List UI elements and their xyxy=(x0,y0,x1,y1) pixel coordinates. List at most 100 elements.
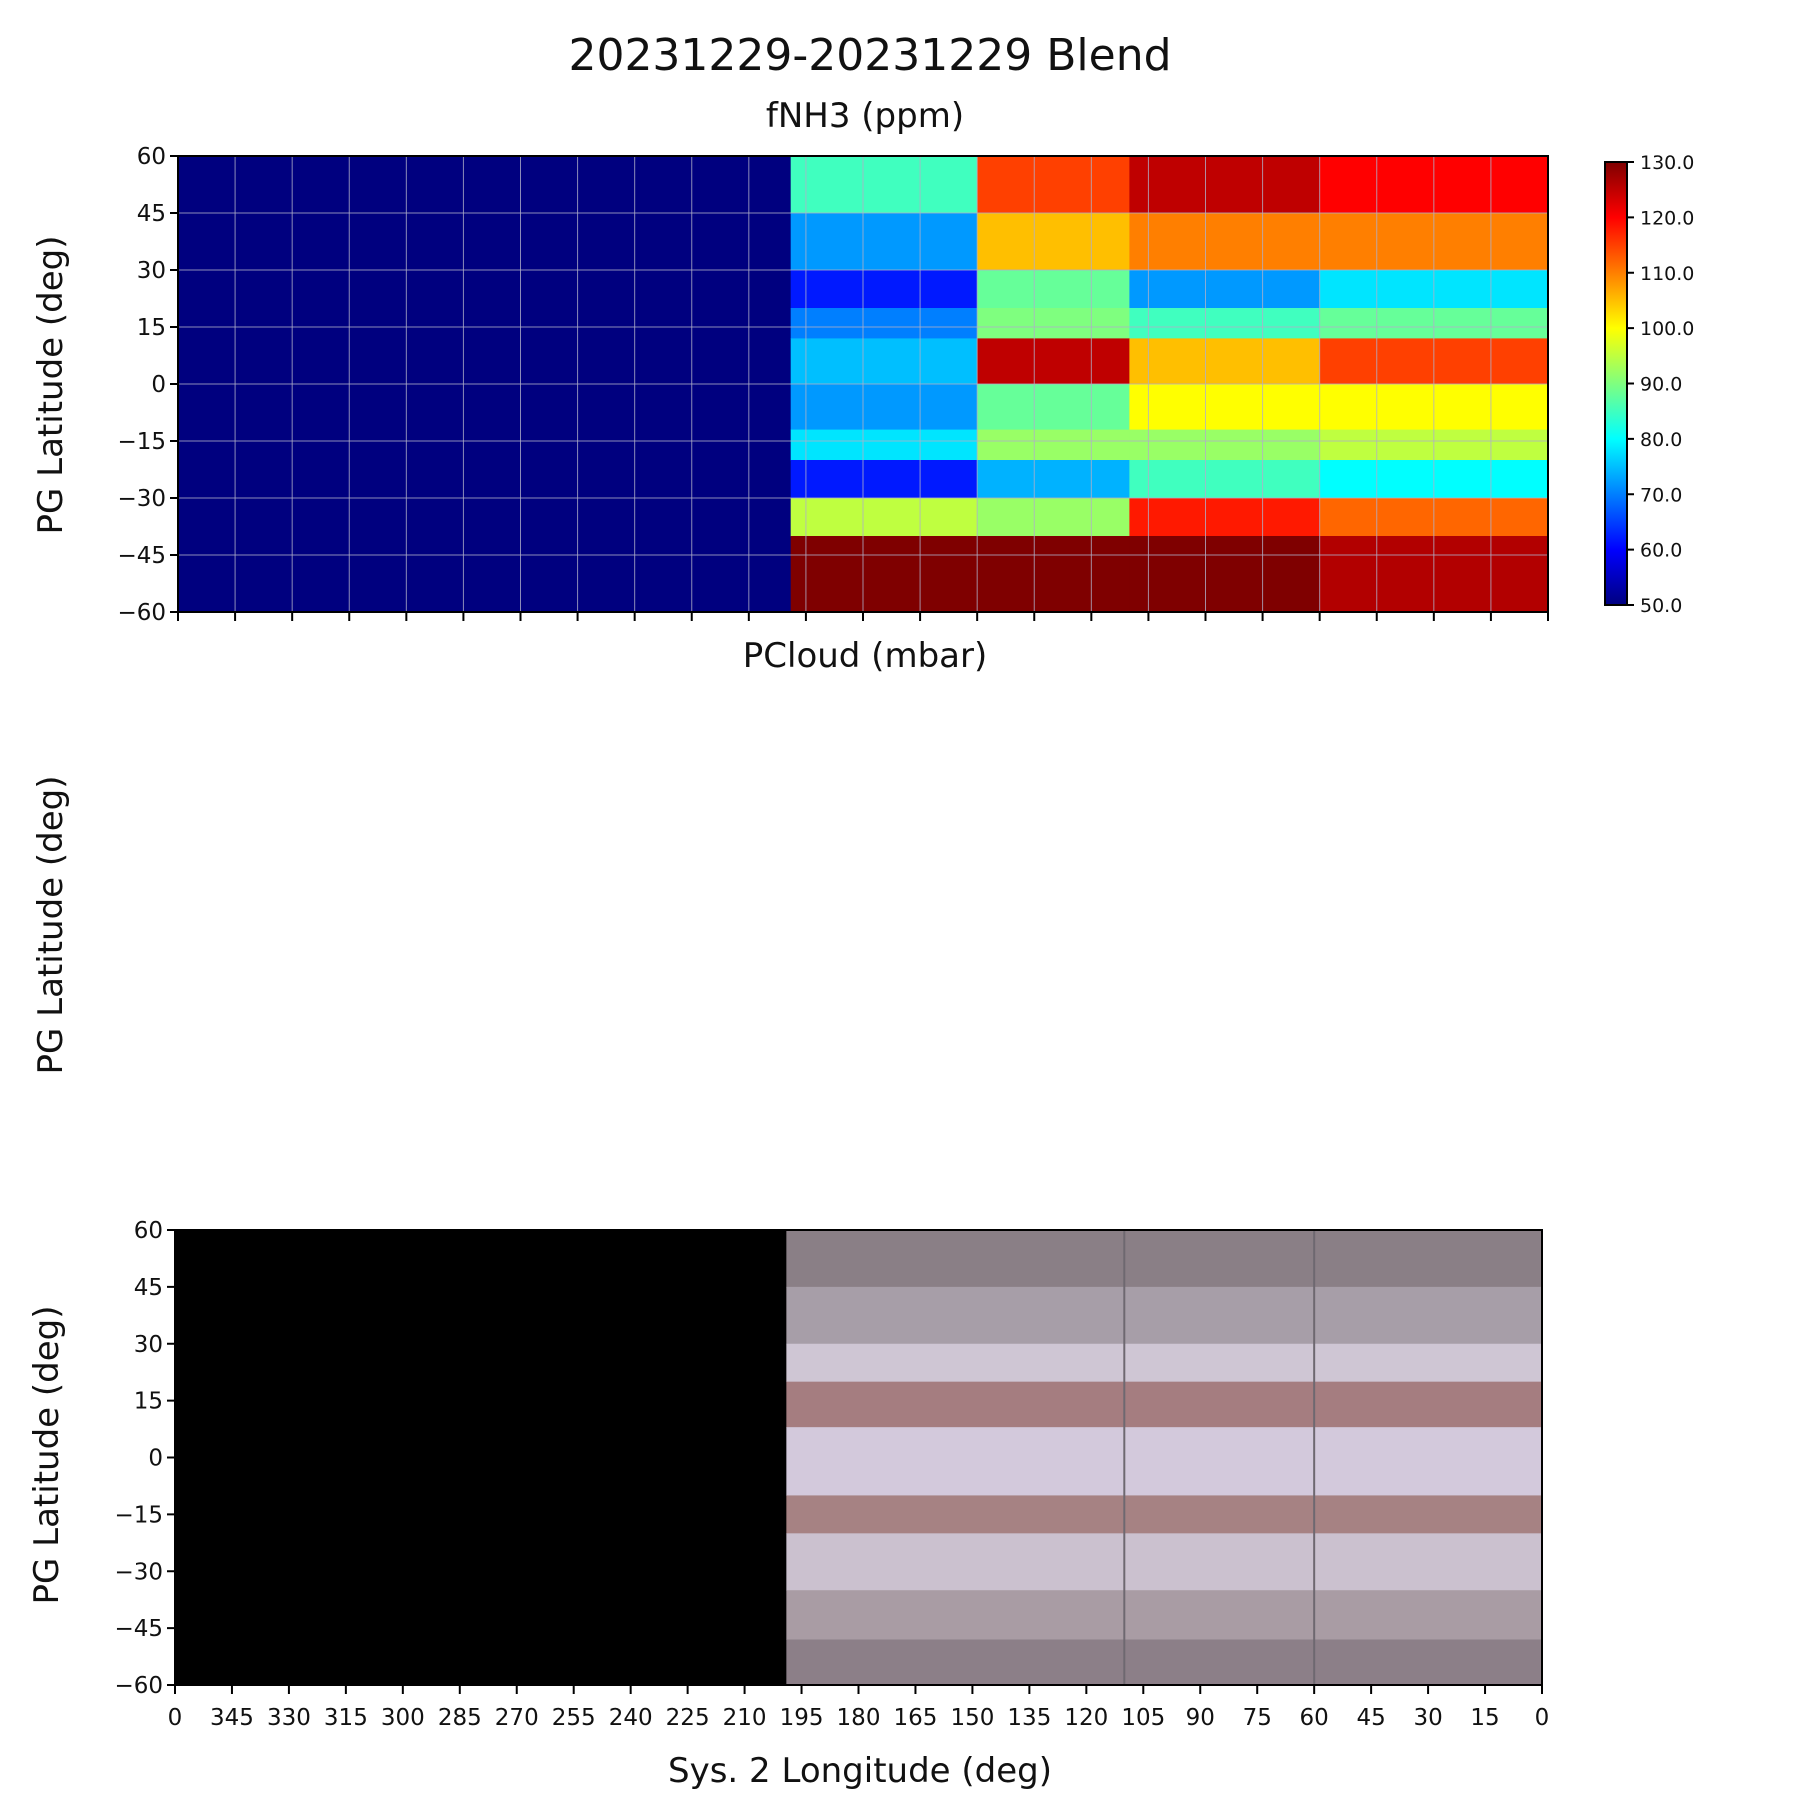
heatmap-cell xyxy=(791,270,978,309)
plot-area xyxy=(178,156,1549,613)
x-tick-label: 45 xyxy=(1356,1705,1385,1731)
heatmap-cell xyxy=(786,1533,1124,1590)
colorbar-gradient xyxy=(1605,162,1627,605)
x-tick-label: 285 xyxy=(438,1705,482,1731)
figure-title: 20231229-20231229 Blend xyxy=(568,30,1171,81)
y-tick-label: 0 xyxy=(148,1446,163,1472)
heatmap-cell xyxy=(1314,1382,1542,1428)
heatmap-cell xyxy=(786,1230,1124,1287)
colorbar-tick-label: 100.0 xyxy=(1640,318,1694,340)
panel-fnh3: fNH3 (ppm) PG Latitude (deg) 60 45 30 15 0 −1… xyxy=(31,96,1694,626)
panel-title: fNH3 (ppm) xyxy=(766,96,964,136)
heatmap-cell xyxy=(1314,1287,1542,1344)
heatmap-cell xyxy=(1124,1344,1314,1382)
heatmap-cell xyxy=(786,1382,1124,1428)
x-tick-label: 225 xyxy=(666,1705,710,1731)
y-tick-label: 15 xyxy=(134,1389,163,1415)
x-tick-label: 30 xyxy=(1413,1705,1442,1731)
y-tick-label: −30 xyxy=(114,1559,163,1585)
heatmap-cell xyxy=(1314,1533,1542,1590)
heatmap-cell xyxy=(1124,1287,1314,1344)
colorbar-tick-label: 110.0 xyxy=(1640,263,1694,285)
colorbar-tick-label: 70.0 xyxy=(1640,484,1682,506)
heatmap-cell xyxy=(1124,1495,1314,1533)
y-axis-label: PG Latitude (deg) xyxy=(31,775,71,1074)
heatmap-cell xyxy=(1129,430,1320,461)
y-tick-label: 60 xyxy=(134,1218,163,1244)
y-tick-label: −60 xyxy=(117,600,166,626)
heatmap-cell xyxy=(1129,498,1320,537)
colorbar-tick-label: 120.0 xyxy=(1640,207,1694,229)
panel-image: PG Latitude (deg) xyxy=(27,1305,67,1604)
x-tick-label: 90 xyxy=(1186,1705,1215,1731)
heatmap-cell xyxy=(1314,1344,1542,1382)
colorbar-tick-label: 50.0 xyxy=(1640,595,1682,617)
heatmap-cell xyxy=(977,536,1130,613)
y-tick-label: 45 xyxy=(137,201,166,227)
heatmap-cell xyxy=(1129,338,1320,384)
y-tick-label: 30 xyxy=(137,258,166,284)
heatmap-cell xyxy=(791,430,978,461)
heatmap-cell xyxy=(791,156,978,214)
x-axis-label: Sys. 2 Longitude (deg) xyxy=(668,1751,1052,1791)
x-tick-label: 135 xyxy=(1007,1705,1051,1731)
heatmap-cell xyxy=(1124,1533,1314,1590)
heatmap-cell xyxy=(1129,213,1320,271)
x-tick-label: 0 xyxy=(1535,1705,1550,1731)
y-tick-label: 45 xyxy=(134,1275,163,1301)
x-tick-label: 195 xyxy=(780,1705,824,1731)
x-tick-label: 300 xyxy=(381,1705,425,1731)
heatmap-cell xyxy=(791,384,978,430)
heatmap-cell xyxy=(786,1287,1124,1344)
heatmap-cell xyxy=(1129,536,1320,613)
heatmap-cell xyxy=(791,308,978,339)
x-tick-label: 60 xyxy=(1300,1705,1329,1731)
colorbar-tick-label: 130.0 xyxy=(1640,152,1694,174)
x-tick-label: 120 xyxy=(1064,1705,1108,1731)
heatmap-cell xyxy=(1129,384,1320,430)
x-tick-label: 165 xyxy=(894,1705,938,1731)
heatmap-cell xyxy=(977,270,1130,309)
x-tick-label: 270 xyxy=(495,1705,539,1731)
x-tick-label: 345 xyxy=(210,1705,254,1731)
heatmap-cell xyxy=(1124,1640,1314,1686)
y-tick-label: −45 xyxy=(117,543,166,569)
panel-pcloud: PCloud (mbar) PG Latitude (deg) 60453015… xyxy=(31,636,1549,1731)
y-tick-label: −45 xyxy=(114,1616,163,1642)
heatmap-cell xyxy=(1314,1495,1542,1533)
y-tick-label: −15 xyxy=(114,1502,163,1528)
y-axis-label: PG Latitude (deg) xyxy=(27,1305,67,1604)
heatmap-cell xyxy=(786,1427,1124,1496)
heatmap-cell xyxy=(1129,308,1320,339)
heatmap-cell xyxy=(977,430,1130,461)
heatmap-cell xyxy=(1314,1427,1542,1496)
heatmap-cell xyxy=(786,1590,1124,1640)
y-axis-label: PG Latitude (deg) xyxy=(31,235,71,534)
y-tick-label: 15 xyxy=(137,315,166,341)
heatmap-cell xyxy=(977,338,1130,384)
x-tick-label: 75 xyxy=(1243,1705,1272,1731)
heatmap-cell xyxy=(791,338,978,384)
heatmap-cell xyxy=(1124,1230,1314,1287)
heatmap-cell xyxy=(977,308,1130,339)
heatmap-cell xyxy=(791,498,978,537)
heatmap-cell xyxy=(1129,156,1320,214)
x-tick-label: 150 xyxy=(950,1705,994,1731)
x-tick-label: 315 xyxy=(324,1705,368,1731)
y-tick-label: 0 xyxy=(151,372,166,398)
x-tick-label: 255 xyxy=(552,1705,596,1731)
heatmap-cell xyxy=(1314,1590,1542,1640)
heatmap-cell xyxy=(977,213,1130,271)
heatmap-cell xyxy=(786,1640,1124,1686)
heatmap-cell xyxy=(791,536,978,613)
y-tick-label: 60 xyxy=(137,144,166,170)
x-tick-label: 330 xyxy=(267,1705,311,1731)
heatmap-cell xyxy=(791,460,978,499)
heatmap-cell xyxy=(1124,1382,1314,1428)
plot-area xyxy=(175,1230,1543,1686)
heatmap-cell xyxy=(1129,270,1320,309)
heatmap-cell xyxy=(977,156,1130,214)
x-tick-label: 0 xyxy=(168,1705,183,1731)
heatmap-cell xyxy=(1124,1427,1314,1496)
